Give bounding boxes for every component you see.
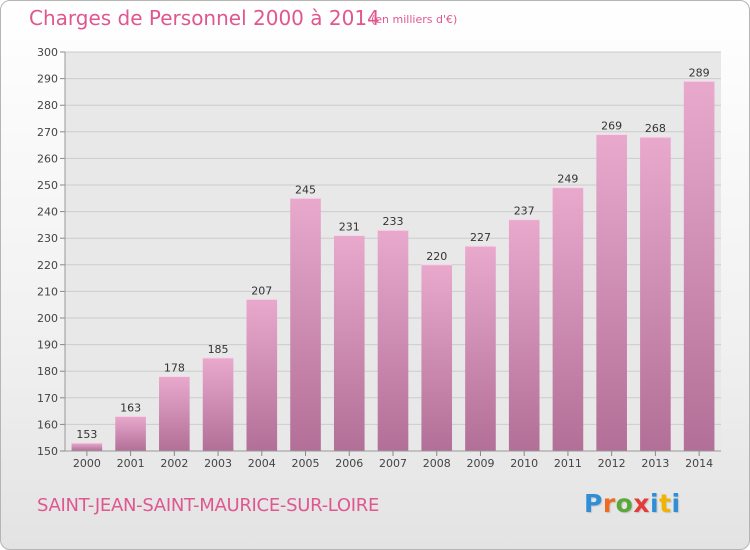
y-tick-label: 260 xyxy=(37,152,58,165)
logo-letter: i xyxy=(650,489,660,518)
y-tick-label: 170 xyxy=(37,392,58,405)
y-tick-label: 290 xyxy=(37,73,58,86)
x-tick-label: 2003 xyxy=(204,457,232,470)
data-label: 269 xyxy=(601,119,622,132)
logo-letter: r xyxy=(602,489,616,518)
bar xyxy=(377,230,409,451)
bar xyxy=(596,134,627,451)
bar xyxy=(290,198,321,451)
data-label: 289 xyxy=(689,66,710,79)
x-tick-label: 2005 xyxy=(292,457,320,470)
logo-letter: t xyxy=(659,489,672,518)
y-tick-label: 280 xyxy=(37,99,58,112)
proxiti-logo: Proxiti xyxy=(584,489,681,518)
y-tick-label: 240 xyxy=(37,206,58,219)
data-label: 163 xyxy=(120,401,141,414)
y-tick-label: 190 xyxy=(37,339,58,352)
data-label: 245 xyxy=(295,183,316,196)
y-tick-label: 180 xyxy=(37,365,58,378)
bar xyxy=(159,376,190,451)
y-tick-label: 270 xyxy=(37,126,58,139)
data-label: 231 xyxy=(339,221,360,234)
data-label: 153 xyxy=(76,428,97,441)
data-label: 249 xyxy=(557,173,578,186)
bar xyxy=(333,235,365,451)
data-label: 233 xyxy=(383,215,404,228)
bar xyxy=(71,443,103,451)
data-label: 268 xyxy=(645,122,666,135)
x-tick-label: 2000 xyxy=(73,457,101,470)
bar xyxy=(246,299,278,451)
commune-name: SAINT-JEAN-SAINT-MAURICE-SUR-LOIRE xyxy=(37,495,380,516)
x-tick-label: 2007 xyxy=(379,457,407,470)
x-tick-label: 2011 xyxy=(554,457,582,470)
x-tick-label: 2001 xyxy=(117,457,145,470)
bars: 153 163 178 185 207 245 231 233 220 227 237 249 269 2… xyxy=(71,66,715,451)
y-tick-label: 210 xyxy=(37,285,58,298)
x-tick-label: 2014 xyxy=(685,457,713,470)
data-label: 207 xyxy=(251,284,272,297)
y-tick-label: 250 xyxy=(37,179,58,192)
x-tick-label: 2002 xyxy=(160,457,188,470)
bar xyxy=(115,416,146,451)
bar xyxy=(552,187,584,451)
y-tick-label: 300 xyxy=(37,46,58,59)
y-tick-label: 200 xyxy=(37,312,58,325)
chart-subtitle: (en milliers d'€) xyxy=(371,13,458,26)
x-tick-label: 2004 xyxy=(248,457,276,470)
data-label: 237 xyxy=(514,205,535,218)
x-tick-label: 2010 xyxy=(510,457,538,470)
data-label: 178 xyxy=(164,362,185,375)
logo-letter: o xyxy=(615,489,634,518)
bar xyxy=(683,81,715,451)
logo-letter: i xyxy=(671,489,681,518)
y-tick-label: 160 xyxy=(37,418,58,431)
x-tick-label: 2012 xyxy=(598,457,626,470)
chart-title: Charges de Personnel 2000 à 2014 xyxy=(29,6,380,30)
axes: 150 160 170 180 190 200 210 220 230 240 250 260 270 2… xyxy=(37,46,721,470)
bar xyxy=(465,246,496,451)
x-tick-label: 2009 xyxy=(466,457,494,470)
bar xyxy=(508,219,540,451)
x-tick-label: 2013 xyxy=(641,457,669,470)
x-tick-label: 2006 xyxy=(335,457,363,470)
bar xyxy=(202,357,234,451)
bar xyxy=(421,264,453,451)
data-label: 185 xyxy=(208,343,229,356)
data-label: 227 xyxy=(470,231,491,244)
y-tick-label: 150 xyxy=(37,445,58,458)
y-tick-label: 230 xyxy=(37,232,58,245)
logo-letter: P xyxy=(584,489,603,518)
logo-letter: x xyxy=(633,489,650,518)
data-label: 220 xyxy=(426,250,447,263)
y-tick-label: 220 xyxy=(37,259,58,272)
bar xyxy=(640,137,671,451)
x-tick-label: 2008 xyxy=(423,457,451,470)
